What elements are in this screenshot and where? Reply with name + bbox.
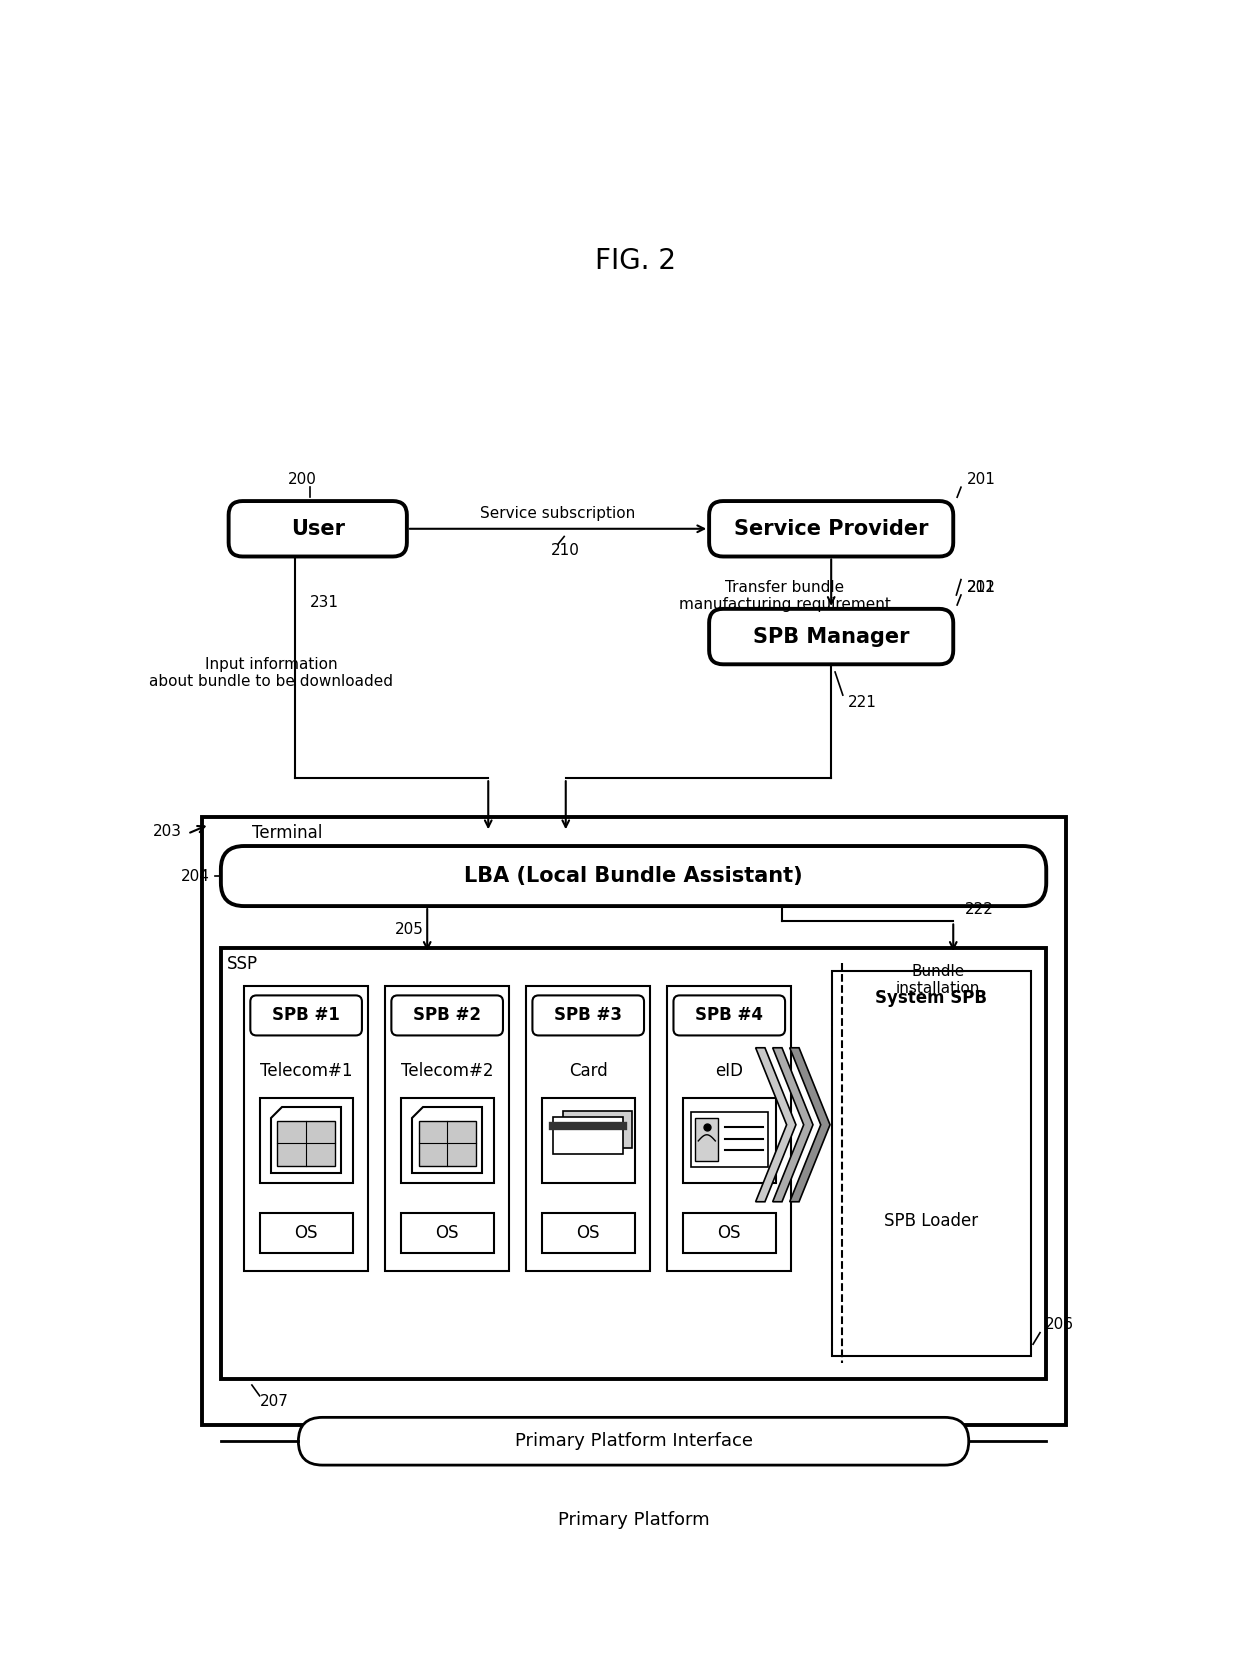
Bar bbox=[542, 1213, 635, 1253]
Text: 200: 200 bbox=[288, 472, 316, 487]
Text: 206: 206 bbox=[1044, 1317, 1074, 1332]
FancyBboxPatch shape bbox=[673, 995, 785, 1036]
FancyBboxPatch shape bbox=[299, 1417, 968, 1466]
Text: 205: 205 bbox=[394, 922, 423, 937]
Text: Service subscription: Service subscription bbox=[480, 505, 636, 520]
Polygon shape bbox=[272, 1108, 341, 1173]
Bar bbox=[244, 985, 368, 1271]
Bar bbox=[696, 1118, 718, 1161]
FancyBboxPatch shape bbox=[709, 500, 954, 557]
Text: 210: 210 bbox=[552, 542, 580, 557]
Bar bbox=[278, 1121, 335, 1166]
Bar bbox=[401, 1097, 494, 1183]
Text: User: User bbox=[290, 519, 345, 539]
Text: Bundle
installation: Bundle installation bbox=[895, 964, 980, 995]
Text: Primary Platform Interface: Primary Platform Interface bbox=[515, 1432, 753, 1450]
Bar bbox=[401, 1213, 494, 1253]
Text: 203: 203 bbox=[153, 825, 182, 840]
Text: Primary Platform: Primary Platform bbox=[558, 1511, 709, 1529]
Polygon shape bbox=[790, 1047, 830, 1201]
Text: Service Provider: Service Provider bbox=[734, 519, 929, 539]
Text: SPB #2: SPB #2 bbox=[413, 1007, 481, 1024]
Text: SPB #4: SPB #4 bbox=[696, 1007, 764, 1024]
Text: 231: 231 bbox=[310, 596, 339, 611]
Text: SSP: SSP bbox=[227, 955, 258, 974]
Text: 201: 201 bbox=[967, 472, 996, 487]
Text: 222: 222 bbox=[965, 902, 993, 917]
Text: FIG. 2: FIG. 2 bbox=[595, 248, 676, 274]
Bar bbox=[683, 1213, 776, 1253]
Polygon shape bbox=[755, 1047, 796, 1201]
Text: SPB #1: SPB #1 bbox=[273, 1007, 340, 1024]
Bar bbox=[667, 985, 791, 1271]
Bar bbox=[526, 985, 650, 1271]
Text: OS: OS bbox=[577, 1225, 600, 1243]
Text: 207: 207 bbox=[259, 1395, 289, 1409]
Bar bbox=[201, 816, 1065, 1425]
FancyBboxPatch shape bbox=[532, 995, 644, 1036]
FancyBboxPatch shape bbox=[228, 500, 407, 557]
Text: OS: OS bbox=[435, 1225, 459, 1243]
Bar bbox=[221, 947, 1047, 1379]
FancyBboxPatch shape bbox=[392, 995, 503, 1036]
FancyBboxPatch shape bbox=[221, 847, 1047, 907]
Bar bbox=[683, 1097, 776, 1183]
Text: Transfer bundle
manufacturing requirement: Transfer bundle manufacturing requiremen… bbox=[678, 579, 890, 612]
Text: OS: OS bbox=[294, 1225, 317, 1243]
Polygon shape bbox=[773, 1047, 813, 1201]
Text: SPB Loader: SPB Loader bbox=[884, 1211, 978, 1230]
Text: 202: 202 bbox=[967, 581, 996, 596]
Bar bbox=[259, 1213, 352, 1253]
Text: Terminal: Terminal bbox=[252, 825, 322, 843]
Bar bbox=[563, 1111, 632, 1148]
Bar bbox=[259, 1097, 352, 1183]
Text: Input information
about bundle to be downloaded: Input information about bundle to be dow… bbox=[149, 656, 393, 689]
Text: OS: OS bbox=[718, 1225, 742, 1243]
Text: System SPB: System SPB bbox=[875, 989, 987, 1007]
FancyBboxPatch shape bbox=[709, 609, 954, 664]
Text: Telecom#2: Telecom#2 bbox=[401, 1062, 494, 1079]
Bar bbox=[832, 970, 1030, 1355]
Text: SPB Manager: SPB Manager bbox=[753, 627, 909, 646]
FancyBboxPatch shape bbox=[250, 995, 362, 1036]
Bar bbox=[553, 1118, 624, 1154]
Text: 221: 221 bbox=[848, 696, 877, 711]
Text: eID: eID bbox=[715, 1062, 743, 1079]
Text: 204: 204 bbox=[180, 868, 210, 883]
Text: Telecom#1: Telecom#1 bbox=[260, 1062, 352, 1079]
FancyBboxPatch shape bbox=[221, 1492, 1047, 1548]
Bar bbox=[419, 1121, 476, 1166]
Text: LBA (Local Bundle Assistant): LBA (Local Bundle Assistant) bbox=[464, 867, 802, 887]
Bar bbox=[691, 1111, 768, 1168]
Bar bbox=[386, 985, 510, 1271]
Bar bbox=[542, 1097, 635, 1183]
Text: 211: 211 bbox=[967, 581, 996, 596]
Text: Card: Card bbox=[569, 1062, 608, 1079]
Text: SPB #3: SPB #3 bbox=[554, 1007, 622, 1024]
Polygon shape bbox=[412, 1108, 482, 1173]
